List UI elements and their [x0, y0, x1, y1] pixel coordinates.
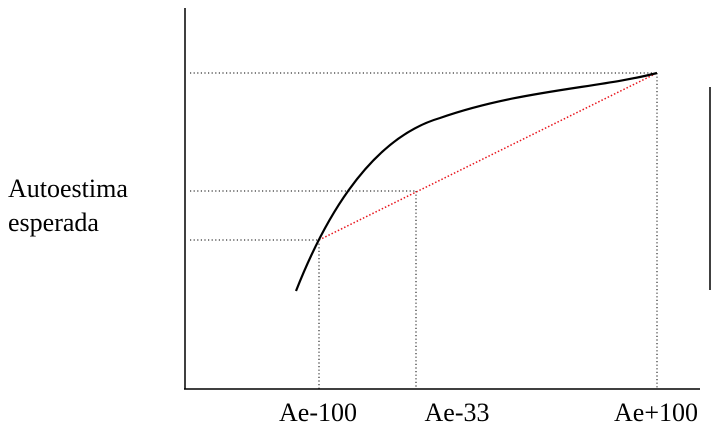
utility-curve: [294, 71, 658, 292]
y-axis-label: Autoestima esperada: [8, 172, 128, 240]
chord-line: [318, 72, 658, 241]
x-tick-label-ae+100: Ae+100: [614, 398, 698, 427]
y-axis-label-line1: Autoestima: [8, 174, 128, 203]
x-tick-label-ae-33: Ae-33: [424, 398, 490, 427]
x-tick-label-ae-100: Ae-100: [279, 398, 357, 427]
y-axis-label-line2: esperada: [8, 208, 99, 237]
